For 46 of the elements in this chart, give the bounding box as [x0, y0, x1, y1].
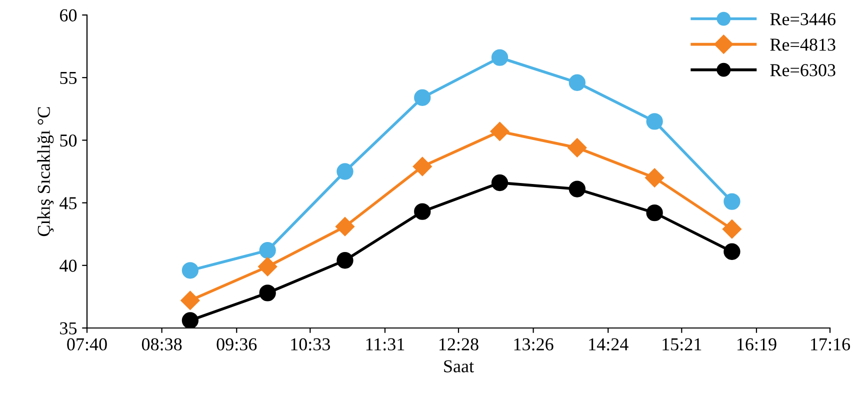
point [724, 193, 740, 210]
y-tick-label: 55 [60, 72, 77, 84]
x-tick-label: 14:24 [589, 338, 628, 351]
x-tick-label: 15:21 [662, 338, 702, 351]
x-tick-label: 10:33 [291, 338, 330, 351]
point [722, 220, 742, 239]
x-tick-label: 09:36 [216, 338, 257, 351]
x-tick-label: 17:16 [811, 338, 850, 351]
y-tick-label: 35 [60, 322, 77, 334]
x-tick-label: 13:26 [514, 338, 554, 351]
point [491, 49, 508, 66]
y-axis-title: Çıkış Sıcaklığı °C [37, 107, 54, 236]
x-tick-label: 08:38 [142, 338, 182, 351]
point [336, 163, 354, 180]
y-tick-label: 40 [60, 260, 77, 272]
y-tick-label: 45 [60, 197, 77, 210]
point [412, 156, 432, 176]
point [490, 122, 510, 141]
point [258, 257, 278, 276]
point [414, 203, 431, 220]
legend-label: Re=4813 [770, 38, 836, 51]
point [182, 312, 199, 328]
point [182, 262, 199, 279]
point [646, 113, 663, 130]
point [568, 180, 586, 198]
point [568, 138, 587, 158]
point [335, 217, 355, 236]
point [568, 74, 586, 91]
legend-label: Re=3446 [770, 13, 836, 26]
point [646, 204, 663, 222]
point [645, 168, 664, 188]
point [259, 284, 276, 302]
point [180, 290, 200, 310]
x-axis-title: Saat [444, 360, 474, 372]
point [414, 89, 431, 106]
y-tick-label: 60 [60, 9, 77, 22]
point [259, 242, 276, 259]
legend-label: Re=6303 [770, 64, 836, 76]
x-tick-label: 16:19 [738, 338, 776, 351]
x-tick-label: 11:31 [366, 338, 404, 351]
y-tick-label: 50 [60, 134, 77, 147]
x-tick-label: 12:28 [440, 338, 478, 351]
point [336, 252, 354, 269]
point [491, 174, 508, 192]
point [724, 243, 740, 260]
x-tick-label: 07:40 [67, 338, 107, 351]
